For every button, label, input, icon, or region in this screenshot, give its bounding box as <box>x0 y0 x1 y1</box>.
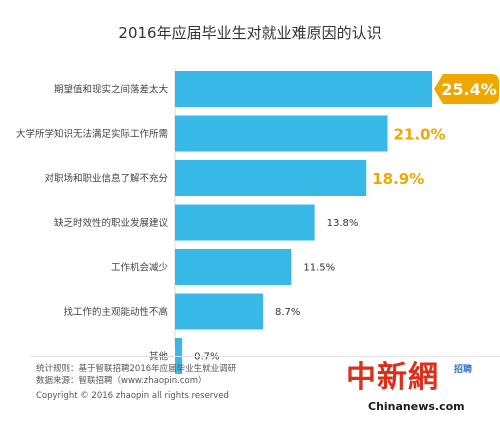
category-label: 找工作的主观能动性不高 <box>63 306 168 318</box>
category-label: 大学所学知识无法满足实际工作所需 <box>16 128 168 140</box>
category-label: 期望值和现实之间落差太大 <box>54 84 169 96</box>
chinanews-site-text: Chinanews.com <box>368 400 465 413</box>
value-label: 11.5% <box>303 263 335 274</box>
bar <box>175 160 367 196</box>
category-label: 缺乏时效性的职业发展建议 <box>54 217 169 229</box>
category-label: 工作机会减少 <box>111 262 169 274</box>
bar <box>175 293 264 330</box>
watermark-logo-text: 中新網 <box>346 360 439 395</box>
bar <box>175 249 292 285</box>
value-label: 13.8% <box>327 218 359 229</box>
bar <box>175 115 388 152</box>
value-label: 18.9% <box>372 170 424 188</box>
value-label: 21.0% <box>393 126 445 144</box>
bar <box>175 204 315 241</box>
zhaopin-brand-mark: 招聘 <box>454 365 473 375</box>
footer-divider <box>30 356 500 357</box>
chart-title: 2016年应届毕业生对就业难原因的认识 <box>118 24 382 42</box>
chinanews-logo: 中新網 <box>346 352 439 396</box>
category-label: 对职场和职业信息了解不充分 <box>44 173 168 185</box>
value-label: 0.7% <box>194 352 219 363</box>
bars-group: 期望值和现实之间落差太大 25.4% 大学所学知识无法满足实际工作所需 21.0% 对职… <box>16 71 499 374</box>
top-value-badge <box>434 74 499 104</box>
source-rule-note: 统计规则：基于智联招聘2016年应届毕业生就业调研 <box>36 364 237 374</box>
copyright-text: Copyright © 2016 zhaopin all rights rese… <box>36 391 229 401</box>
value-label: 8.7% <box>275 307 300 318</box>
bar <box>175 71 432 107</box>
data-source-note: 数据来源：智联招聘（www.zhaopin.com） <box>36 376 207 386</box>
value-label: 25.4% <box>441 80 497 99</box>
